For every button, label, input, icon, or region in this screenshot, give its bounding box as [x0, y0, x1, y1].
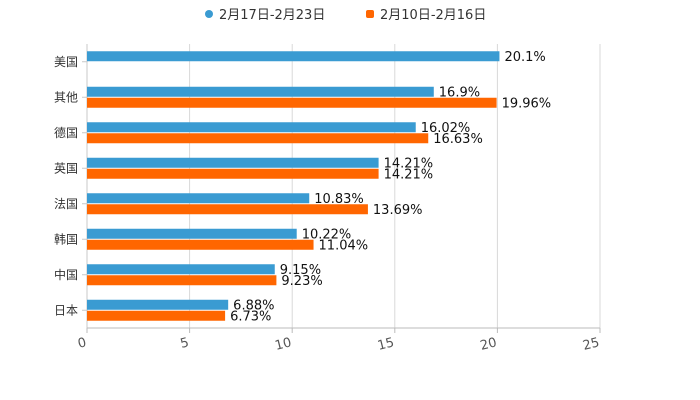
bar-series2-5[interactable]: [87, 239, 314, 250]
legend-label-series-2: 2月10日-2月16日: [380, 8, 487, 23]
data-label-series2-4: 13.69%: [373, 203, 423, 218]
y-tick-label-4: 法国: [54, 197, 78, 211]
data-label-series2-7: 6.73%: [230, 309, 271, 324]
x-tick-label-0: 0: [76, 335, 88, 352]
bar-series2-7[interactable]: [87, 310, 226, 321]
data-label-series2-2: 16.63%: [433, 132, 483, 147]
data-label-series1-3: 14.21%: [384, 156, 434, 171]
y-tick-label-1: 其他: [54, 90, 78, 104]
data-label-series1-0: 20.1%: [504, 50, 545, 65]
data-label-series2-1: 19.96%: [502, 96, 552, 111]
x-tick-label-10: 10: [273, 335, 293, 354]
bar-series1-0[interactable]: [87, 51, 500, 62]
bar-series2-1[interactable]: [87, 97, 497, 108]
legend-label-series-1: 2月17日-2月23日: [219, 8, 326, 23]
bar-series1-7[interactable]: [87, 299, 229, 310]
y-tick-label-3: 英国: [54, 161, 78, 175]
y-tick-label-7: 日本: [54, 303, 78, 317]
bar-series1-5[interactable]: [87, 228, 297, 239]
bar-series2-2[interactable]: [87, 133, 429, 144]
bar-series1-6[interactable]: [87, 264, 275, 275]
data-label-series1-6: 9.15%: [280, 263, 321, 278]
y-tick-label-6: 中国: [54, 267, 78, 282]
bar-series1-3[interactable]: [87, 157, 379, 168]
legend-marker-series-1: [205, 9, 213, 18]
data-label-series2-3: 14.21%: [384, 167, 434, 182]
legend-item-series-2[interactable]: 2月10日-2月16日: [366, 4, 486, 23]
data-label-series2-6: 9.23%: [281, 274, 322, 289]
legend: 2月17日-2月23日 2月10日-2月16日: [0, 4, 700, 24]
data-label-series1-7: 6.88%: [233, 298, 274, 313]
y-tick-label-2: 德国: [54, 125, 78, 140]
data-label-series1-2: 16.02%: [421, 121, 471, 136]
x-tick-label-25: 25: [581, 335, 601, 354]
x-tick-label-15: 15: [376, 335, 396, 354]
bar-series2-6[interactable]: [87, 275, 277, 286]
legend-item-series-1[interactable]: 2月17日-2月23日: [205, 4, 325, 23]
bar-series1-1[interactable]: [87, 86, 434, 97]
data-label-series1-5: 10.22%: [302, 227, 352, 242]
bar-series1-4[interactable]: [87, 193, 310, 204]
bar-series1-2[interactable]: [87, 122, 416, 133]
y-tick-label-0: 美国: [54, 55, 78, 69]
y-tick-label-5: 韩国: [54, 231, 78, 246]
x-tick-label-20: 20: [479, 335, 499, 354]
bar-series2-4[interactable]: [87, 204, 368, 215]
legend-marker-series-2: [366, 9, 374, 18]
bar-series2-3[interactable]: [87, 168, 379, 179]
data-label-series2-5: 11.04%: [319, 238, 369, 253]
x-tick-label-5: 5: [179, 335, 191, 352]
data-label-series1-4: 10.83%: [314, 192, 364, 207]
data-label-series1-1: 16.9%: [439, 85, 480, 100]
